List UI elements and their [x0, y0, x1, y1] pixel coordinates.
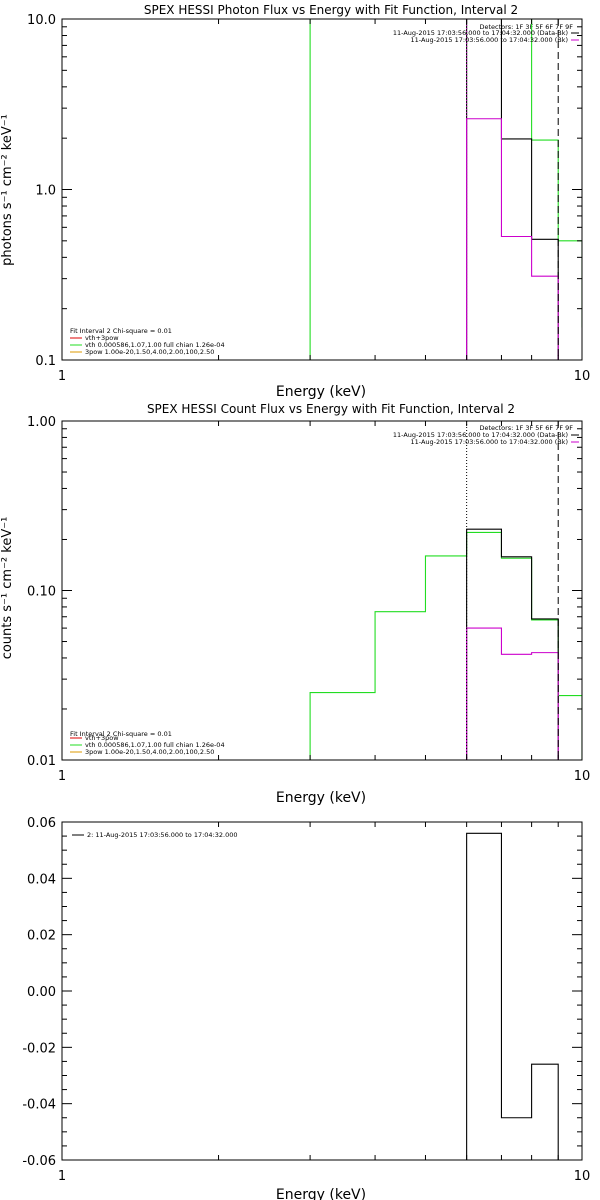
legend-title: Fit Interval 2 Chi-square = 0.01 [70, 327, 172, 335]
interval-label: 11-Aug-2015 17:03:56.000 to 17:04:32.000… [411, 438, 568, 446]
x-tick-label: 10 [574, 369, 591, 384]
series-data-bk [466, 528, 559, 760]
series-data-bk [466, 19, 559, 360]
y-tick-label: 0.1 [35, 354, 56, 369]
y-tick-label: 0.04 [27, 872, 56, 887]
x-axis-label: Energy (keV) [276, 790, 366, 806]
y-tick-label: -0.02 [22, 1041, 56, 1056]
y-axis-label: counts s⁻¹ cm⁻² keV⁻¹ [0, 517, 15, 660]
panel-title: SPEX HESSI Photon Flux vs Energy with Fi… [144, 3, 518, 17]
interval-label: 11-Aug-2015 17:03:56.000 to 17:04:32.000… [393, 431, 568, 439]
count-flux-panel: SPEX HESSI Count Flux vs Energy with Fit… [0, 402, 590, 806]
interval-label: 11-Aug-2015 17:03:56.000 to 17:04:32.000… [411, 36, 568, 44]
y-tick-label: 0.06 [27, 816, 56, 831]
y-tick-label: 1.0 [35, 184, 56, 199]
x-axis-label: Energy (keV) [276, 1187, 366, 1200]
x-tick-label: 10 [574, 1169, 591, 1184]
photon-flux-panel: SPEX HESSI Photon Flux vs Energy with Fi… [0, 3, 590, 400]
legend-entry: vth+3pow [85, 734, 119, 742]
detectors-label: Detectors: 1F 3F 5F 6F 7F 9F [479, 23, 573, 31]
x-tick-label: 1 [58, 369, 66, 384]
x-axis-label: Energy (keV) [276, 384, 366, 400]
legend-entry: 3pow 1.00e-20,1.50,4.00,2.00,100,2.50 [85, 348, 214, 356]
data-layer [309, 421, 582, 760]
legend-entry: vth 0.000586,1.07,1.00 full chian 1.26e-… [85, 741, 225, 749]
y-tick-label: 10.0 [27, 13, 56, 28]
detectors-label: Detectors: 1F 3F 5F 6F 7F 9F [479, 424, 573, 432]
legend-entry: 3pow 1.00e-20,1.50,4.00,2.00,100,2.50 [85, 748, 214, 756]
legend-entry: vth 0.000586,1.07,1.00 full chian 1.26e-… [85, 341, 225, 349]
y-tick-label: -0.06 [22, 1154, 56, 1169]
data-layer [309, 19, 582, 360]
panel-title: SPEX HESSI Count Flux vs Energy with Fit… [147, 402, 515, 416]
series-bk [466, 627, 559, 760]
y-tick-label: -0.04 [22, 1098, 56, 1113]
legend-entry: vth+3pow [85, 334, 119, 342]
legend-entry: 2: 11-Aug-2015 17:03:56.000 to 17:04:32.… [87, 831, 238, 839]
y-tick-label: 1.00 [27, 415, 56, 430]
series-bk [466, 118, 559, 360]
series-vth [309, 19, 582, 360]
x-tick-label: 1 [58, 769, 66, 784]
y-axis-label: photons s⁻¹ cm⁻² keV⁻¹ [0, 114, 15, 266]
y-tick-label: 0.01 [27, 754, 56, 769]
y-tick-label: 0.00 [27, 985, 56, 1000]
x-tick-label: 10 [574, 769, 591, 784]
series-residuals [466, 832, 559, 1160]
x-tick-label: 1 [58, 1169, 66, 1184]
interval-label: 11-Aug-2015 17:03:56.000 to 17:04:32.000… [393, 29, 568, 37]
data-layer [466, 832, 559, 1160]
y-tick-label: 0.10 [27, 585, 56, 600]
y-tick-label: 0.02 [27, 929, 56, 944]
legend-title: Fit Interval 2 Chi-square = 0.01 [70, 730, 172, 738]
residuals-panel: Energy (keV) 1 10 -0.06 -0.04 -0.02 0.00 0.02 0… [22, 816, 590, 1200]
